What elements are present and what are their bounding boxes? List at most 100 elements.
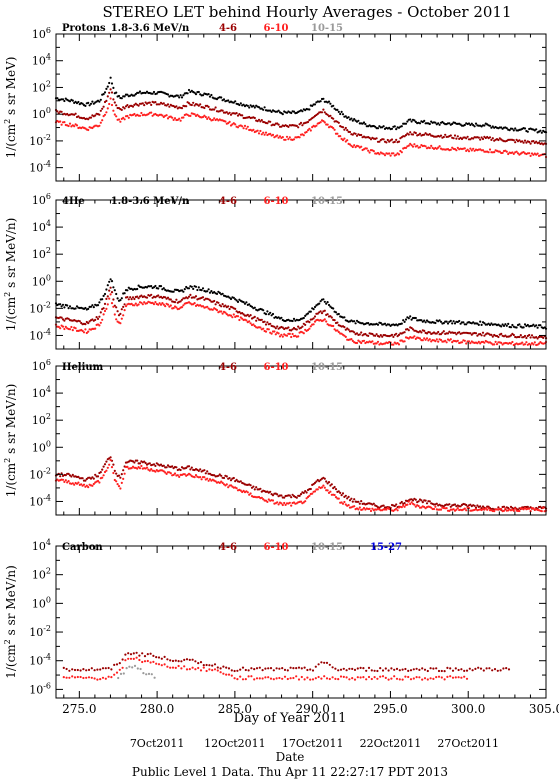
data-point bbox=[491, 137, 494, 140]
data-point bbox=[178, 475, 181, 478]
data-point bbox=[199, 661, 203, 664]
data-point bbox=[393, 125, 396, 128]
data-point bbox=[74, 327, 77, 330]
data-point bbox=[208, 668, 211, 671]
data-point bbox=[336, 132, 339, 135]
data-point bbox=[59, 120, 62, 123]
data-point bbox=[264, 313, 268, 316]
data-point bbox=[424, 132, 427, 135]
data-point bbox=[479, 138, 482, 141]
data-point bbox=[418, 668, 421, 672]
data-point bbox=[207, 479, 210, 482]
data-point bbox=[432, 507, 436, 511]
data-point bbox=[255, 319, 258, 322]
data-point bbox=[417, 500, 420, 503]
x-tick-label: 280.0 bbox=[140, 702, 174, 716]
data-point bbox=[350, 117, 353, 120]
data-point bbox=[402, 504, 405, 507]
data-point bbox=[127, 106, 130, 109]
data-point bbox=[334, 311, 338, 314]
data-point bbox=[309, 487, 312, 491]
data-point bbox=[161, 302, 164, 305]
panel-label: 4He bbox=[62, 196, 85, 207]
data-point bbox=[187, 88, 191, 92]
data-point bbox=[101, 298, 104, 301]
data-point bbox=[85, 676, 88, 679]
y-axis-label: 1/(cm2 s sr MeV/n) bbox=[3, 218, 18, 332]
data-point bbox=[516, 152, 520, 155]
panel-label: Carbon bbox=[62, 542, 103, 553]
y-tick-label: 104 bbox=[32, 538, 51, 553]
data-point bbox=[418, 676, 421, 679]
data-point bbox=[112, 98, 115, 101]
data-point bbox=[263, 106, 266, 109]
data-point bbox=[292, 667, 295, 670]
data-point bbox=[77, 115, 80, 118]
data-point bbox=[218, 473, 221, 476]
data-point bbox=[67, 307, 70, 310]
data-point bbox=[341, 492, 345, 495]
data-point bbox=[193, 104, 196, 107]
data-point bbox=[292, 676, 295, 680]
data-point bbox=[290, 504, 293, 507]
data-point bbox=[180, 289, 184, 292]
data-point bbox=[61, 325, 65, 328]
data-point bbox=[183, 288, 186, 291]
data-point bbox=[411, 499, 415, 502]
data-point bbox=[490, 333, 493, 336]
data-point bbox=[535, 140, 538, 143]
data-point bbox=[194, 668, 197, 671]
data-point bbox=[519, 334, 522, 337]
data-point bbox=[243, 302, 247, 305]
data-point bbox=[229, 484, 233, 487]
data-point bbox=[183, 658, 186, 662]
data-point bbox=[56, 97, 59, 100]
data-point bbox=[403, 320, 406, 323]
data-point bbox=[469, 332, 472, 335]
data-point bbox=[136, 459, 139, 462]
data-point bbox=[328, 663, 331, 666]
data-point bbox=[112, 305, 115, 308]
data-point bbox=[127, 652, 130, 655]
data-point bbox=[477, 323, 480, 326]
data-point bbox=[344, 494, 347, 497]
legend-entry: 1.8-3.6 MeV/n bbox=[111, 23, 190, 34]
data-point bbox=[459, 505, 462, 508]
data-point bbox=[313, 315, 317, 318]
data-point bbox=[387, 669, 390, 672]
data-point bbox=[337, 669, 340, 672]
data-point bbox=[318, 302, 321, 305]
data-point bbox=[68, 676, 71, 679]
data-point bbox=[322, 108, 325, 111]
data-point bbox=[345, 669, 348, 672]
data-point bbox=[241, 114, 244, 117]
data-point bbox=[140, 301, 143, 304]
legend-entry: 15-27 bbox=[370, 542, 402, 553]
data-point bbox=[418, 146, 422, 149]
data-point bbox=[404, 318, 408, 321]
data-point bbox=[252, 323, 255, 326]
data-point bbox=[483, 124, 486, 127]
data-point bbox=[396, 509, 399, 512]
data-point bbox=[197, 104, 200, 107]
data-point bbox=[160, 657, 163, 660]
data-point bbox=[92, 306, 95, 309]
data-point bbox=[139, 667, 142, 671]
data-point bbox=[267, 667, 270, 670]
data-point bbox=[164, 471, 167, 474]
data-point bbox=[150, 103, 153, 106]
data-point bbox=[145, 296, 149, 299]
data-point bbox=[500, 508, 503, 511]
data-point bbox=[229, 314, 233, 317]
data-point bbox=[98, 324, 101, 327]
data-point bbox=[521, 140, 524, 143]
data-point bbox=[430, 144, 433, 147]
data-point bbox=[106, 466, 109, 469]
data-point bbox=[81, 477, 84, 480]
data-point bbox=[376, 323, 380, 326]
data-point bbox=[118, 662, 121, 665]
data-point bbox=[400, 125, 403, 128]
data-point bbox=[245, 127, 248, 130]
data-point bbox=[60, 472, 63, 475]
